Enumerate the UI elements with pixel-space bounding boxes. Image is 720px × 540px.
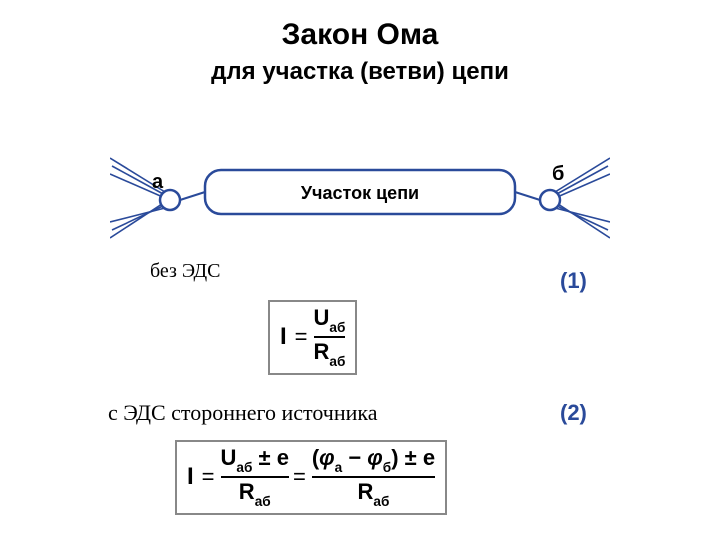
- segment-box-label: Участок цепи: [301, 183, 419, 203]
- connector-right: [515, 192, 540, 200]
- formula2-denominator-2: Rаб: [358, 480, 390, 508]
- formula2-numerator-2: (φа − φб) ± e: [312, 446, 435, 474]
- fraction-bar: [312, 476, 435, 478]
- formula-2: I = Uаб ± e Rаб = (φа − φб) ± e Rаб: [175, 440, 447, 515]
- node-b-label: б: [552, 163, 564, 185]
- formula-1: I = Uаб Rаб: [268, 300, 357, 375]
- equals-sign: =: [291, 324, 314, 350]
- formula2-denominator-1: Rаб: [239, 480, 271, 508]
- node-a: [160, 190, 180, 210]
- equals-sign: =: [289, 464, 312, 490]
- fraction-bar: [221, 476, 289, 478]
- case2-label: с ЭДС стороннего источника: [108, 400, 378, 426]
- case1-label: без ЭДС: [150, 260, 220, 283]
- equation-number-2: (2): [560, 400, 587, 426]
- title-line2: для участка (ветви) цепи: [0, 58, 720, 86]
- slide: Закон Ома для участка (ветви) цепи Участ…: [0, 0, 720, 540]
- formula2-lhs: I: [187, 463, 198, 491]
- node-b: [540, 190, 560, 210]
- formula1-lhs: I: [280, 323, 291, 351]
- fraction-bar: [314, 336, 346, 338]
- title-line1: Закон Ома: [0, 18, 720, 52]
- formula2-numerator-1: Uаб ± e: [221, 446, 289, 474]
- node-a-label: а: [152, 171, 164, 193]
- equation-number-1: (1): [560, 268, 587, 294]
- formula1-denominator: Rаб: [314, 340, 346, 368]
- equals-sign: =: [198, 464, 221, 490]
- connector-left: [180, 192, 205, 200]
- rays-left: [110, 158, 165, 238]
- circuit-diagram: Участок цепи а б: [110, 130, 610, 250]
- formula1-numerator: Uаб: [314, 306, 346, 334]
